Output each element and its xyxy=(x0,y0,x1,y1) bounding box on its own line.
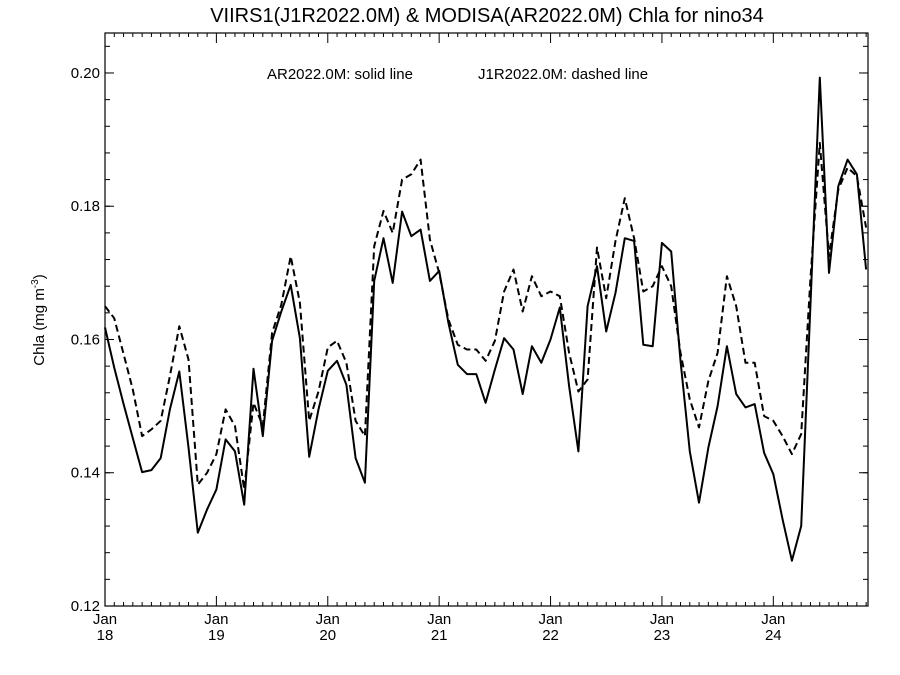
x-tick-label-month: Jan xyxy=(316,611,340,628)
x-tick-label-year: 24 xyxy=(765,627,782,644)
x-tick-label-year: 23 xyxy=(654,627,671,644)
annotation-solid-line: AR2022.0M: solid line xyxy=(267,66,413,83)
y-tick-label: 0.20 xyxy=(71,65,100,82)
x-tick-label-year: 22 xyxy=(542,627,559,644)
x-tick-label-year: 21 xyxy=(431,627,448,644)
y-tick-label: 0.18 xyxy=(71,198,100,215)
y-tick-label: 0.14 xyxy=(71,465,100,482)
chart-title: VIIRS1(J1R2022.0M) & MODISA(AR2022.0M) C… xyxy=(210,5,764,27)
annotation-dashed-line: J1R2022.0M: dashed line xyxy=(478,66,648,83)
series-line-dashed xyxy=(104,141,868,491)
minor-ticks xyxy=(105,33,868,607)
series-line-solid xyxy=(104,76,868,562)
y-tick-label: 0.12 xyxy=(71,598,100,615)
y-axis-label: Chla (mg m-3) xyxy=(30,274,48,365)
x-tick-label-month: Jan xyxy=(204,611,228,628)
x-tick-label-month: Jan xyxy=(93,611,117,628)
x-tick-label-month: Jan xyxy=(538,611,562,628)
x-tick-label-month: Jan xyxy=(761,611,785,628)
x-tick-label-year: 19 xyxy=(208,627,225,644)
y-axis: 0.12 0.14 0.16 0.18 0.20 xyxy=(71,65,868,615)
x-tick-label-year: 20 xyxy=(319,627,336,644)
x-tick-label-year: 18 xyxy=(97,627,114,644)
x-tick-label-month: Jan xyxy=(650,611,674,628)
y-tick-label: 0.16 xyxy=(71,331,100,348)
y-axis-label-superscript: -3 xyxy=(30,279,41,288)
series-lines xyxy=(104,76,868,562)
x-tick-label-month: Jan xyxy=(427,611,451,628)
plot-frame xyxy=(104,32,869,607)
